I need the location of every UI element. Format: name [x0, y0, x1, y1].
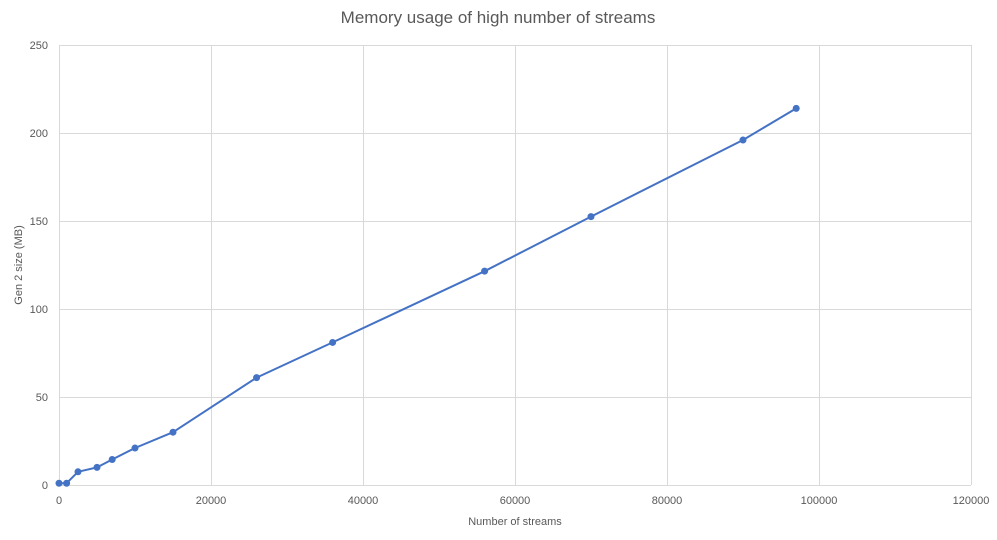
data-point — [792, 104, 800, 112]
x-axis-title: Number of streams — [468, 516, 562, 528]
y-axis-tick-labels: 0 50 100 150 200 250 — [30, 40, 48, 492]
y-tick-label: 100 — [30, 304, 48, 316]
data-point — [108, 455, 116, 463]
data-point — [253, 374, 261, 382]
chart-title: Memory usage of high number of streams — [341, 8, 656, 27]
x-tick-label: 20000 — [196, 495, 227, 507]
horizontal-gridlines — [59, 45, 971, 486]
data-point — [131, 444, 139, 452]
data-point — [55, 479, 63, 487]
x-tick-label: 80000 — [652, 495, 683, 507]
x-axis-tick-labels: 0 20000 40000 60000 80000 100000 120000 — [56, 495, 989, 507]
y-axis-title: Gen 2 size (MB) — [13, 225, 25, 304]
x-tick-label: 40000 — [348, 495, 379, 507]
data-point — [63, 479, 71, 487]
y-tick-label: 250 — [30, 40, 48, 52]
x-tick-label: 0 — [56, 495, 62, 507]
x-tick-label: 100000 — [801, 495, 838, 507]
x-tick-label: 60000 — [500, 495, 531, 507]
data-point — [169, 428, 177, 436]
y-tick-label: 150 — [30, 216, 48, 228]
x-tick-label: 120000 — [953, 495, 990, 507]
vertical-gridlines — [59, 45, 972, 485]
data-point — [329, 338, 337, 346]
y-tick-label: 50 — [36, 392, 48, 404]
series-line — [59, 107, 797, 485]
data-point — [481, 267, 489, 275]
y-tick-label: 200 — [30, 128, 48, 140]
y-tick-label: 0 — [42, 480, 48, 492]
data-point — [739, 136, 747, 144]
data-point — [93, 463, 101, 471]
data-point — [74, 468, 82, 476]
series-layer — [55, 104, 800, 487]
data-point — [587, 213, 595, 221]
